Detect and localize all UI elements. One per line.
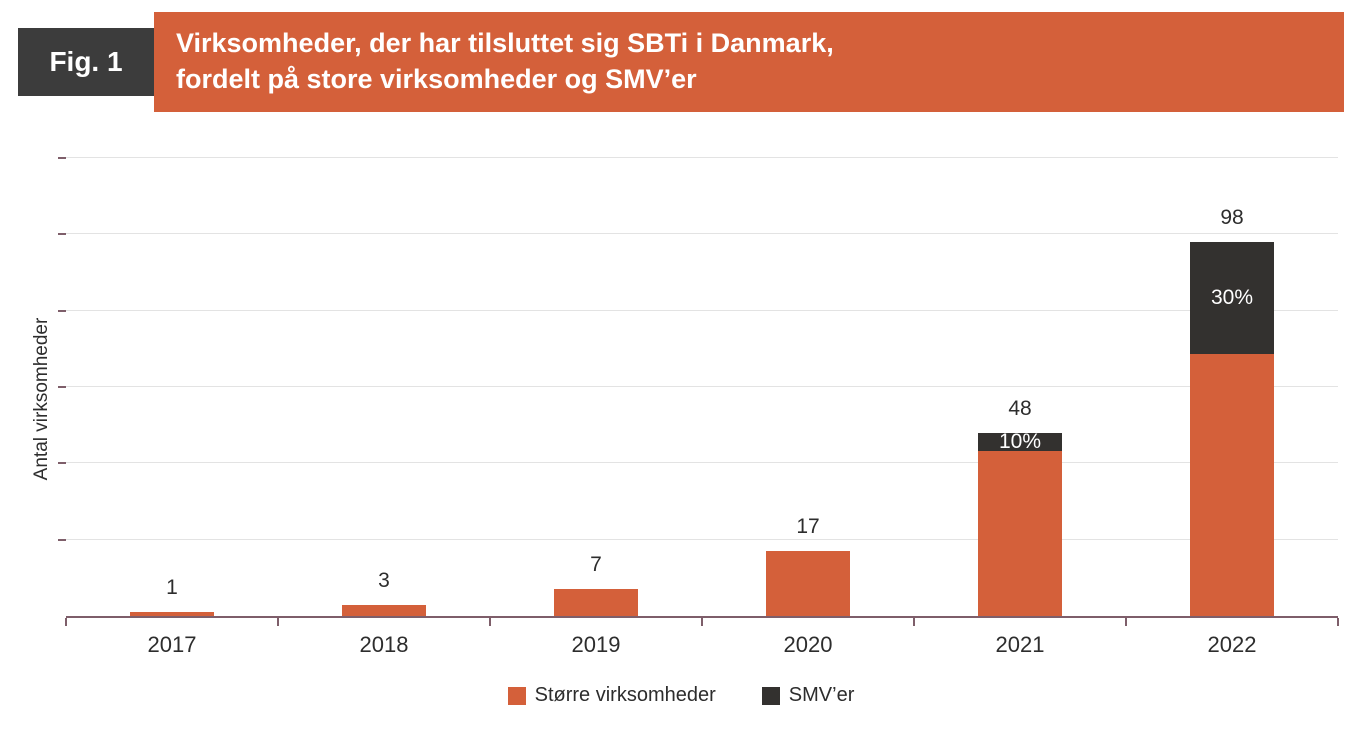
figure-number-label: Fig. 1 [49, 46, 123, 77]
y-axis-tick [58, 538, 66, 541]
x-axis-label-2021: 2021 [995, 632, 1045, 657]
x-axis-tick [277, 618, 279, 626]
bar-segment-large [978, 451, 1062, 616]
bar-2022: 30% [1190, 241, 1274, 616]
legend-label: Større virksomheder [534, 684, 716, 706]
bar-total-label: 17 [796, 515, 820, 539]
gridline [66, 462, 1338, 464]
plot-area: 1 3 7 17 48 10% 98 30% [58, 157, 1339, 626]
x-axis-tick [1337, 618, 1339, 626]
y-axis-label: Antal virksomheder [31, 317, 52, 481]
bar-2020 [766, 551, 850, 616]
x-axis-labels: 2017 2018 2019 2020 2021 2022 [66, 632, 1338, 658]
bar-total-label: 7 [590, 553, 602, 577]
bar-total-label: 98 [1220, 205, 1244, 229]
bar-total-label: 48 [1008, 396, 1032, 420]
bar-segment-large [1190, 354, 1274, 616]
x-axis-label-2018: 2018 [359, 632, 409, 657]
chart-legend: Større virksomheder SMV’er [0, 684, 1362, 707]
legend-item: Større virksomheder [507, 684, 716, 707]
gridline [66, 538, 1338, 540]
x-axis-label-2019: 2019 [571, 632, 621, 657]
figure-number-box: Fig. 1 [18, 28, 154, 96]
segment-percent-label: 10% [998, 429, 1042, 453]
x-axis-tick [701, 618, 703, 626]
bar-segment-smv: 10% [978, 429, 1062, 453]
x-axis-tick [489, 618, 491, 626]
bar-2021: 10% [978, 429, 1062, 616]
bar-segment-large [130, 612, 214, 616]
figure-title-line2: fordelt på store virksomheder og SMV’er [176, 64, 697, 94]
chart: Antal virksomheder 1 3 7 17 48 10% 98 30% 2017 2… [0, 157, 1362, 658]
legend-item: SMV’er [761, 684, 855, 707]
bar-total-label: 1 [166, 576, 178, 600]
x-axis-label-2020: 2020 [783, 632, 833, 657]
bar-segment-smv: 30% [1190, 241, 1274, 355]
bar-2017 [130, 612, 214, 616]
y-axis-tick [58, 157, 66, 159]
segment-percent-label: 30% [1210, 286, 1254, 310]
legend-swatch [507, 686, 526, 705]
bar-segment-large [342, 604, 426, 616]
legend-swatch [761, 686, 780, 705]
x-axis-label-2022: 2022 [1207, 632, 1257, 657]
bar-2018 [342, 604, 426, 616]
x-axis-tick [913, 618, 915, 626]
x-axis-tick [65, 618, 67, 626]
figure-header: Fig. 1 Virksomheder, der har tilsluttet … [18, 12, 1344, 112]
y-axis-tick [58, 462, 66, 465]
legend-label: SMV’er [788, 684, 855, 706]
y-axis-tick [58, 309, 66, 312]
y-axis-tick [58, 386, 66, 388]
x-axis-tick [1125, 618, 1127, 626]
figure-title-banner: Virksomheder, der har tilsluttet sig SBT… [154, 12, 1344, 112]
gridline [66, 233, 1338, 235]
bar-segment-large [554, 589, 638, 616]
gridline [66, 309, 1338, 311]
gridline [66, 386, 1338, 387]
bar-total-label: 3 [378, 568, 390, 592]
x-axis-label-2017: 2017 [147, 632, 197, 657]
y-axis-tick [58, 233, 66, 236]
gridline [66, 157, 1338, 158]
bar-2019 [554, 589, 638, 616]
bar-segment-large [766, 551, 850, 616]
figure-title-line1: Virksomheder, der har tilsluttet sig SBT… [176, 28, 834, 59]
